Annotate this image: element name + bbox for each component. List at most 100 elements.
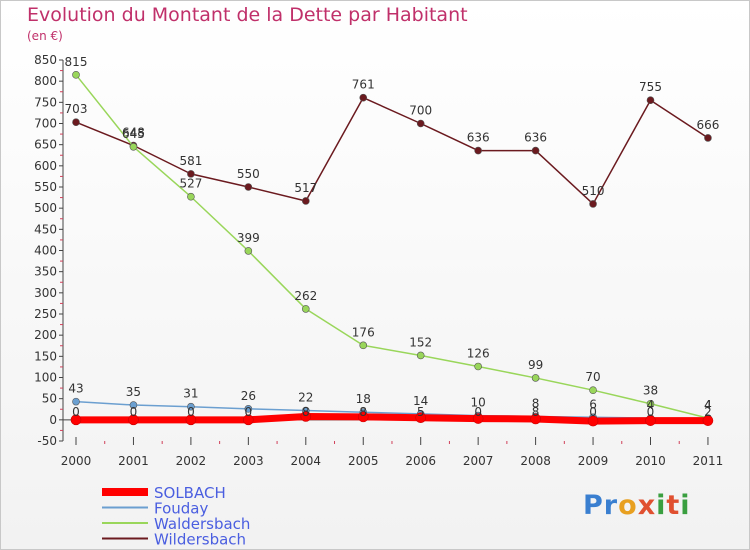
data-label-overlap: 8 [302, 405, 310, 419]
y-tick-label: 600 [34, 159, 57, 173]
x-tick-label: 2006 [405, 454, 436, 468]
data-label-waldersbach: 70 [585, 370, 600, 384]
x-tick-label: 2004 [291, 454, 322, 468]
data-label-fouday: 26 [241, 389, 256, 403]
data-label-waldersbach: 152 [409, 335, 432, 349]
y-tick-label: 450 [34, 222, 57, 236]
data-label-wildersbach: 550 [237, 167, 260, 181]
data-point-wildersbach [474, 146, 482, 155]
y-tick-label: 500 [34, 201, 57, 215]
legend-label: Waldersbach [154, 515, 250, 533]
y-tick-label: 750 [34, 95, 57, 109]
data-label-wildersbach: 517 [294, 181, 317, 195]
x-tick-label: 2001 [118, 454, 149, 468]
data-label-fouday: 8 [532, 396, 540, 410]
x-tick-label: 2011 [693, 454, 724, 468]
data-point-wildersbach [72, 118, 80, 127]
data-label-overlap: 8 [532, 405, 540, 419]
data-point-fouday [72, 397, 80, 406]
y-tick-label: 550 [34, 180, 57, 194]
data-label-fouday: 31 [183, 387, 198, 401]
logo-letter: x [637, 490, 657, 521]
data-label-fouday: 6 [589, 397, 597, 411]
data-label-fouday: 4 [704, 398, 712, 412]
x-tick-label: 2003 [233, 454, 264, 468]
data-label-overlap: 0 [187, 405, 195, 419]
data-label-overlap: 2 [704, 405, 712, 419]
chart-subtitle: (en €) [27, 29, 63, 43]
data-point-fouday [187, 402, 195, 411]
data-label-wildersbach: 581 [179, 154, 202, 168]
y-tick-label: 700 [34, 117, 57, 131]
data-label-waldersbach: 815 [65, 55, 88, 69]
data-point-solbach [185, 414, 197, 426]
x-tick-label: 2000 [61, 454, 92, 468]
data-label-overlap: 0 [245, 405, 253, 419]
data-point-fouday [129, 401, 138, 409]
data-point-solbach [587, 415, 599, 427]
data-label-wildersbach: 700 [409, 104, 432, 118]
data-label-wildersbach: 648 [122, 126, 145, 140]
data-label-waldersbach: 4 [704, 398, 712, 412]
data-point-wildersbach [244, 183, 253, 191]
data-label-fouday: 4 [647, 398, 655, 412]
y-tick-label: 850 [34, 53, 57, 67]
data-point-waldersbach [416, 351, 425, 360]
data-point-wildersbach [416, 119, 425, 128]
legend-label: SOLBACH [154, 484, 226, 502]
data-point-solbach [357, 411, 369, 423]
data-label-waldersbach: 126 [467, 346, 490, 360]
data-label-overlap: 0 [72, 405, 80, 419]
data-label-overlap: 0 [647, 405, 655, 419]
y-tick-label: 50 [42, 392, 57, 406]
data-label-overlap: 8 [359, 405, 367, 419]
x-tick-label: 2009 [578, 454, 609, 468]
logo-letter: P [583, 490, 604, 521]
x-tick-label: 2007 [463, 454, 494, 468]
data-label-fouday: 22 [298, 391, 313, 405]
legend-label: Fouday [154, 500, 208, 518]
data-label-wildersbach: 510 [582, 184, 605, 198]
data-label-fouday: 18 [356, 392, 371, 406]
data-point-wildersbach [704, 134, 712, 142]
series-line-fouday [75, 400, 709, 419]
data-label-overlap: 5 [417, 405, 425, 419]
data-label-overlap: 0 [474, 405, 482, 419]
data-point-solbach [645, 415, 656, 426]
y-tick-label: 300 [34, 286, 57, 300]
y-tick-label: 150 [34, 349, 57, 363]
data-point-wildersbach [589, 200, 597, 208]
data-label-wildersbach: 761 [352, 78, 375, 92]
data-point-fouday [244, 405, 253, 413]
data-point-waldersbach [129, 142, 138, 151]
data-label-wildersbach: 703 [65, 102, 88, 116]
data-label-fouday: 43 [68, 382, 83, 396]
data-point-solbach [702, 415, 714, 426]
data-point-solbach [415, 412, 427, 424]
series-line-waldersbach [75, 74, 709, 419]
data-label-waldersbach: 262 [294, 289, 317, 303]
x-tick-label: 2002 [176, 454, 207, 468]
data-point-solbach [530, 413, 541, 425]
series-line-solbach [72, 412, 712, 425]
data-point-wildersbach [359, 93, 368, 102]
x-tick-label: 2008 [520, 454, 551, 468]
y-tick-label: 200 [34, 328, 57, 342]
data-point-waldersbach [72, 71, 80, 79]
chart-title: Evolution du Montant de la Dette par Hab… [27, 4, 468, 26]
data-point-waldersbach [474, 362, 482, 371]
data-label-wildersbach: 636 [524, 131, 547, 145]
data-point-waldersbach [589, 386, 597, 395]
data-label-waldersbach: 527 [179, 177, 202, 191]
data-label-fouday: 14 [413, 394, 428, 408]
data-label-overlap: 0 [130, 405, 138, 419]
y-tick-label: 250 [34, 307, 57, 321]
logo-letter: r [603, 490, 619, 521]
data-point-wildersbach [301, 197, 310, 205]
data-point-waldersbach [244, 247, 253, 255]
data-label-fouday: 35 [126, 385, 141, 399]
data-point-solbach [472, 413, 484, 424]
data-point-waldersbach [531, 374, 540, 382]
y-tick-label: 800 [34, 74, 57, 88]
